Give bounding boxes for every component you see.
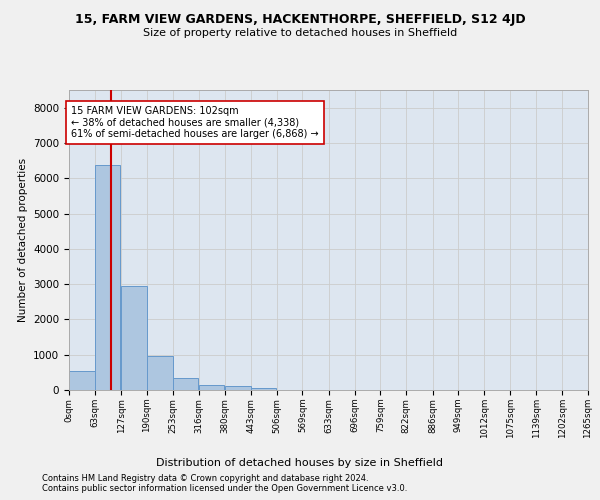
Text: Contains public sector information licensed under the Open Government Licence v3: Contains public sector information licen… <box>42 484 407 493</box>
Bar <box>121 286 147 390</box>
Bar <box>251 388 277 390</box>
Text: 15, FARM VIEW GARDENS, HACKENTHORPE, SHEFFIELD, S12 4JD: 15, FARM VIEW GARDENS, HACKENTHORPE, SHE… <box>74 12 526 26</box>
Y-axis label: Number of detached properties: Number of detached properties <box>17 158 28 322</box>
Bar <box>147 356 173 390</box>
Bar <box>69 370 95 390</box>
Text: Size of property relative to detached houses in Sheffield: Size of property relative to detached ho… <box>143 28 457 38</box>
Bar <box>199 384 224 390</box>
Text: Distribution of detached houses by size in Sheffield: Distribution of detached houses by size … <box>157 458 443 468</box>
Bar <box>173 378 199 390</box>
Bar <box>95 165 121 390</box>
Text: Contains HM Land Registry data © Crown copyright and database right 2024.: Contains HM Land Registry data © Crown c… <box>42 474 368 483</box>
Text: 15 FARM VIEW GARDENS: 102sqm
← 38% of detached houses are smaller (4,338)
61% of: 15 FARM VIEW GARDENS: 102sqm ← 38% of de… <box>71 106 319 139</box>
Bar <box>225 386 251 390</box>
